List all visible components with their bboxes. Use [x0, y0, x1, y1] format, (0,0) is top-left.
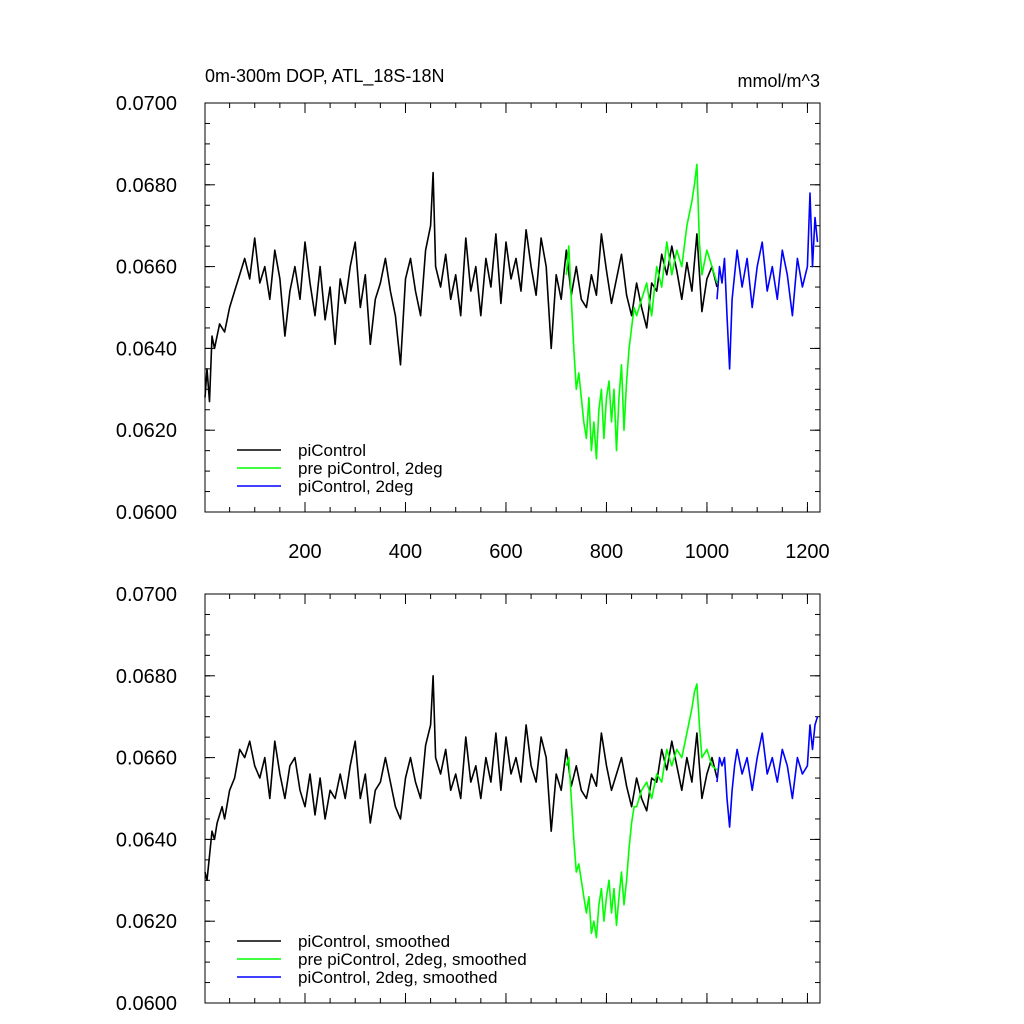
- units-label: mmol/m^3: [738, 71, 820, 91]
- series-line: [565, 163, 718, 460]
- legend-label: pre piControl, 2deg, smoothed: [298, 950, 527, 969]
- y-tick-label: 0.0600: [116, 993, 177, 1015]
- x-tick-label: 1200: [785, 541, 830, 563]
- series-line: [565, 683, 718, 939]
- y-tick-label: 0.0660: [116, 257, 177, 279]
- y-tick-label: 0.0700: [116, 93, 177, 115]
- series-line: [716, 716, 819, 828]
- y-tick-label: 0.0640: [116, 338, 177, 360]
- legend-label: piControl: [298, 441, 366, 460]
- legend-label: piControl, smoothed: [298, 932, 450, 951]
- x-tick-label: 1000: [685, 541, 730, 563]
- bottom-panel-smoothed: 0.0600 0.0620 0.0640 0.0660 0.0680 0.0700 piCo…: [116, 584, 821, 1015]
- y-tick-label: 0.0620: [116, 420, 177, 442]
- x-tick-label: 200: [288, 541, 321, 563]
- y-tick-label: 0.0620: [116, 911, 177, 933]
- y-tick-label: 0.0680: [116, 666, 177, 688]
- legend-label: pre piControl, 2deg: [298, 459, 443, 478]
- x-tick-label: 600: [489, 541, 522, 563]
- y-tick-label: 0.0700: [116, 584, 177, 606]
- top-panel-raw: 0.0600 0.0620 0.0640 0.0660 0.0680 0.0700 200 4…: [116, 93, 830, 563]
- series-line: [204, 674, 718, 882]
- series-line: [716, 192, 819, 370]
- series-line: [204, 171, 718, 403]
- y-tick-label: 0.0600: [116, 502, 177, 524]
- y-tick-label: 0.0680: [116, 175, 177, 197]
- legend-label: piControl, 2deg: [298, 477, 413, 496]
- x-tick-label: 400: [389, 541, 422, 563]
- x-tick-label: 800: [590, 541, 623, 563]
- y-tick-label: 0.0640: [116, 829, 177, 851]
- y-tick-label: 0.0660: [116, 748, 177, 770]
- legend-label: piControl, 2deg, smoothed: [298, 968, 497, 987]
- plot-title: 0m-300m DOP, ATL_18S-18N: [205, 66, 444, 87]
